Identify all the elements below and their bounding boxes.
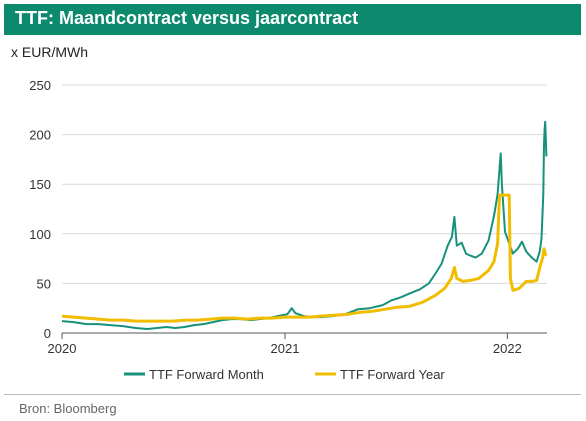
- chart-title: TTF: Maandcontract versus jaarcontract: [15, 8, 359, 28]
- x-tick-label: 2022: [493, 341, 522, 356]
- y-tick-label: 100: [29, 227, 51, 242]
- y-tick-label: 250: [29, 78, 51, 93]
- unit-label: x EUR/MWh: [11, 44, 88, 60]
- divider: [4, 394, 581, 395]
- source-note: Bron: Bloomberg: [19, 401, 117, 416]
- legend: TTF Forward Month TTF Forward Year: [124, 367, 445, 382]
- y-tick-label: 150: [29, 177, 51, 192]
- y-tick-label: 200: [29, 128, 51, 143]
- legend-label-month: TTF Forward Month: [149, 367, 264, 382]
- y-axis: 0 50 100 150 200 250: [29, 78, 51, 341]
- x-tick-label: 2020: [48, 341, 77, 356]
- legend-label-year: TTF Forward Year: [340, 367, 445, 382]
- series-line-year: [61, 193, 548, 323]
- x-tick-label: 2021: [271, 341, 300, 356]
- y-tick-label: 0: [44, 326, 51, 341]
- y-tick-label: 50: [37, 276, 51, 291]
- series-group: [61, 120, 548, 330]
- x-axis: 2020 2021 2022: [48, 332, 547, 356]
- title-bar: TTF: Maandcontract versus jaarcontract: [4, 4, 581, 35]
- gridlines: [62, 84, 547, 284]
- series-line-month: [61, 120, 548, 330]
